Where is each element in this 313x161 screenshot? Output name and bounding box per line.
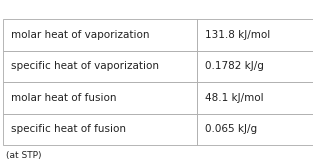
Bar bbox=[3, 19, 197, 51]
Text: 131.8 kJ/mol: 131.8 kJ/mol bbox=[205, 30, 270, 40]
Bar bbox=[197, 82, 313, 114]
Bar bbox=[3, 82, 197, 114]
Bar bbox=[3, 51, 197, 82]
Text: 0.1782 kJ/g: 0.1782 kJ/g bbox=[205, 61, 264, 71]
Text: molar heat of fusion: molar heat of fusion bbox=[11, 93, 116, 103]
Bar bbox=[197, 19, 313, 51]
Text: specific heat of vaporization: specific heat of vaporization bbox=[11, 61, 159, 71]
Bar bbox=[3, 114, 197, 145]
Bar bbox=[197, 51, 313, 82]
Text: 48.1 kJ/mol: 48.1 kJ/mol bbox=[205, 93, 264, 103]
Text: specific heat of fusion: specific heat of fusion bbox=[11, 124, 126, 134]
Bar bbox=[197, 114, 313, 145]
Text: molar heat of vaporization: molar heat of vaporization bbox=[11, 30, 149, 40]
Text: 0.065 kJ/g: 0.065 kJ/g bbox=[205, 124, 257, 134]
Text: (at STP): (at STP) bbox=[6, 151, 42, 160]
